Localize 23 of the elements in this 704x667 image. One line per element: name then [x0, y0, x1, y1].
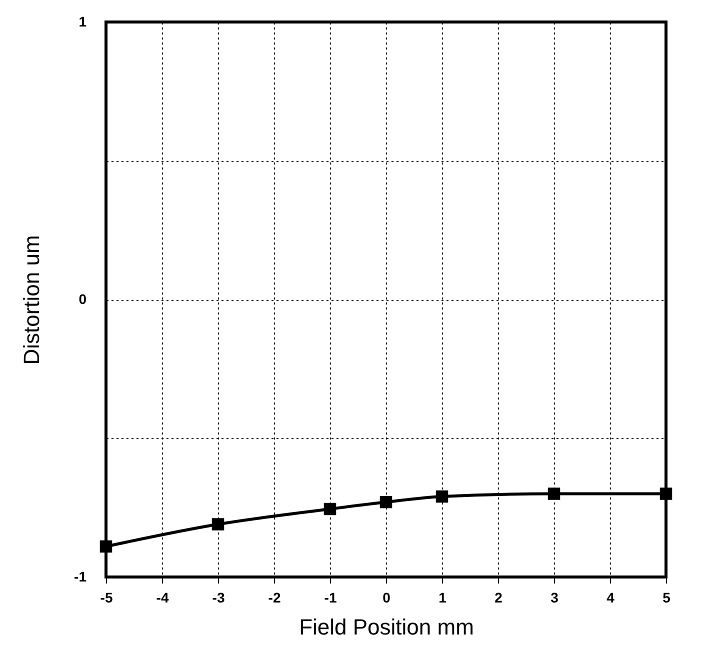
x-tick-label: -1 [324, 590, 337, 606]
x-tick-label: -5 [100, 590, 113, 606]
y-tick-label: 1 [78, 14, 87, 30]
y-tick-label: -1 [74, 568, 87, 584]
x-tick-label: -3 [212, 590, 225, 606]
point [212, 518, 224, 530]
x-axis-title: Field Position mm [299, 614, 474, 640]
x-tick-label: 0 [382, 590, 391, 606]
y-axis-title: Distortion um [19, 235, 44, 365]
x-tick-label: 2 [494, 590, 503, 606]
point [324, 502, 336, 516]
x-tick-label: -4 [156, 590, 169, 606]
point [380, 496, 392, 508]
x-tick-label: 5 [662, 590, 671, 606]
x-tick-label: 1 [438, 590, 447, 606]
x-tick-label: 3 [550, 590, 559, 606]
x-tick-label: -2 [268, 590, 281, 606]
y-tick-label: 0 [78, 291, 87, 307]
point [548, 488, 560, 500]
x-tick-label: 4 [606, 590, 615, 606]
point [436, 490, 448, 503]
point [660, 488, 672, 500]
point [100, 540, 112, 553]
